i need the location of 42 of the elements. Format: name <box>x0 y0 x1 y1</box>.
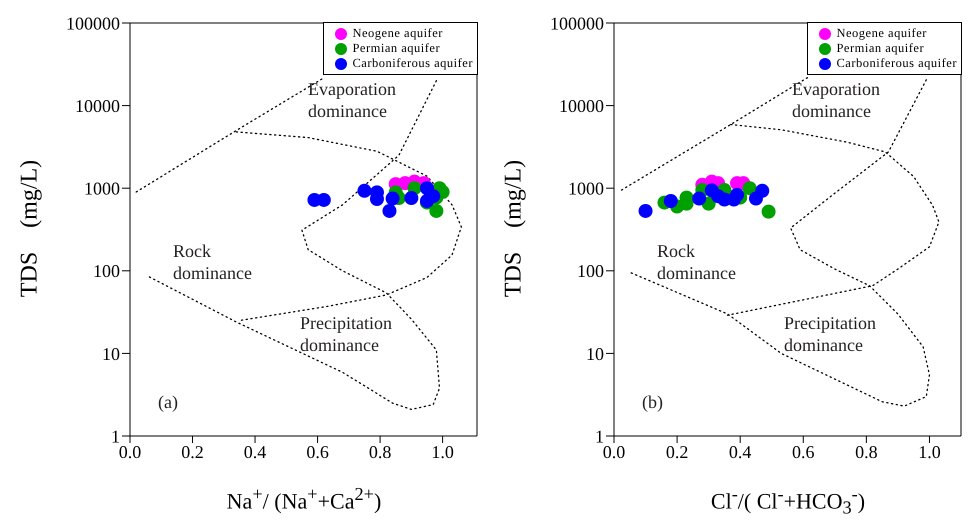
x-tick-label: 0.4 <box>728 442 752 462</box>
annotation: (a) <box>158 391 179 413</box>
annotation: (b) <box>642 391 664 413</box>
y-tick-label: 100 <box>577 261 604 282</box>
x-axis-title: Na$^{+}$/ (Na$^{+}$+Ca$^{2+}$) <box>226 483 382 516</box>
annotation: Precipitation dominance <box>784 312 877 356</box>
legend-label: Neogene aquifer <box>836 26 927 41</box>
y-tick-label: 100000 <box>550 13 604 34</box>
annotation: Rock dominance <box>173 240 253 284</box>
x-axis-title: Cl$^{-}$/( Cl$^{-}$+HCO$_{3}$$^{-}$) <box>710 483 866 520</box>
y-tick-label: 1 <box>595 426 604 446</box>
x-tick-label: 0.4 <box>244 442 266 462</box>
y-tick-label: 1000 <box>568 178 604 199</box>
y-tick-label: 10 <box>586 344 604 364</box>
y-tick-label: 1 <box>111 426 120 446</box>
legend-label: Permian aquifer <box>836 41 924 56</box>
x-tick-label: 0.0 <box>602 442 626 462</box>
legend-label: Neogene aquifer <box>352 26 443 41</box>
x-tick-label: 0.2 <box>181 442 204 462</box>
annotation: Evaporation dominance <box>308 78 397 122</box>
x-tick-label: 0.6 <box>792 442 815 462</box>
x-tick-label: 0.0 <box>118 442 142 462</box>
legend-label: Carboniferous aquifer <box>836 56 957 71</box>
annotation: Precipitation dominance <box>300 312 393 356</box>
y-tick-label: 10 <box>102 344 120 364</box>
x-tick-label: 1.0 <box>431 442 454 462</box>
annotation: Evaporation dominance <box>792 78 881 122</box>
annotation: Rock dominance <box>657 240 737 284</box>
y-axis-title: TDS (mg/L) <box>500 158 528 300</box>
y-tick-label: 1000 <box>84 178 120 199</box>
y-tick-label: 100000 <box>66 13 120 34</box>
x-tick-label: 0.6 <box>306 442 329 462</box>
x-tick-label: 1.0 <box>918 442 941 462</box>
x-tick-label: 0.8 <box>368 442 392 462</box>
x-tick-label: 0.2 <box>666 442 688 462</box>
legend-label: Carboniferous aquifer <box>352 56 473 71</box>
y-tick-label: 100 <box>93 261 120 282</box>
legend-label: Permian aquifer <box>352 41 440 56</box>
x-tick-label: 0.8 <box>855 442 878 462</box>
y-axis-title: TDS (mg/L) <box>16 158 44 300</box>
y-tick-label: 10000 <box>75 96 120 116</box>
y-tick-label: 10000 <box>559 96 604 116</box>
